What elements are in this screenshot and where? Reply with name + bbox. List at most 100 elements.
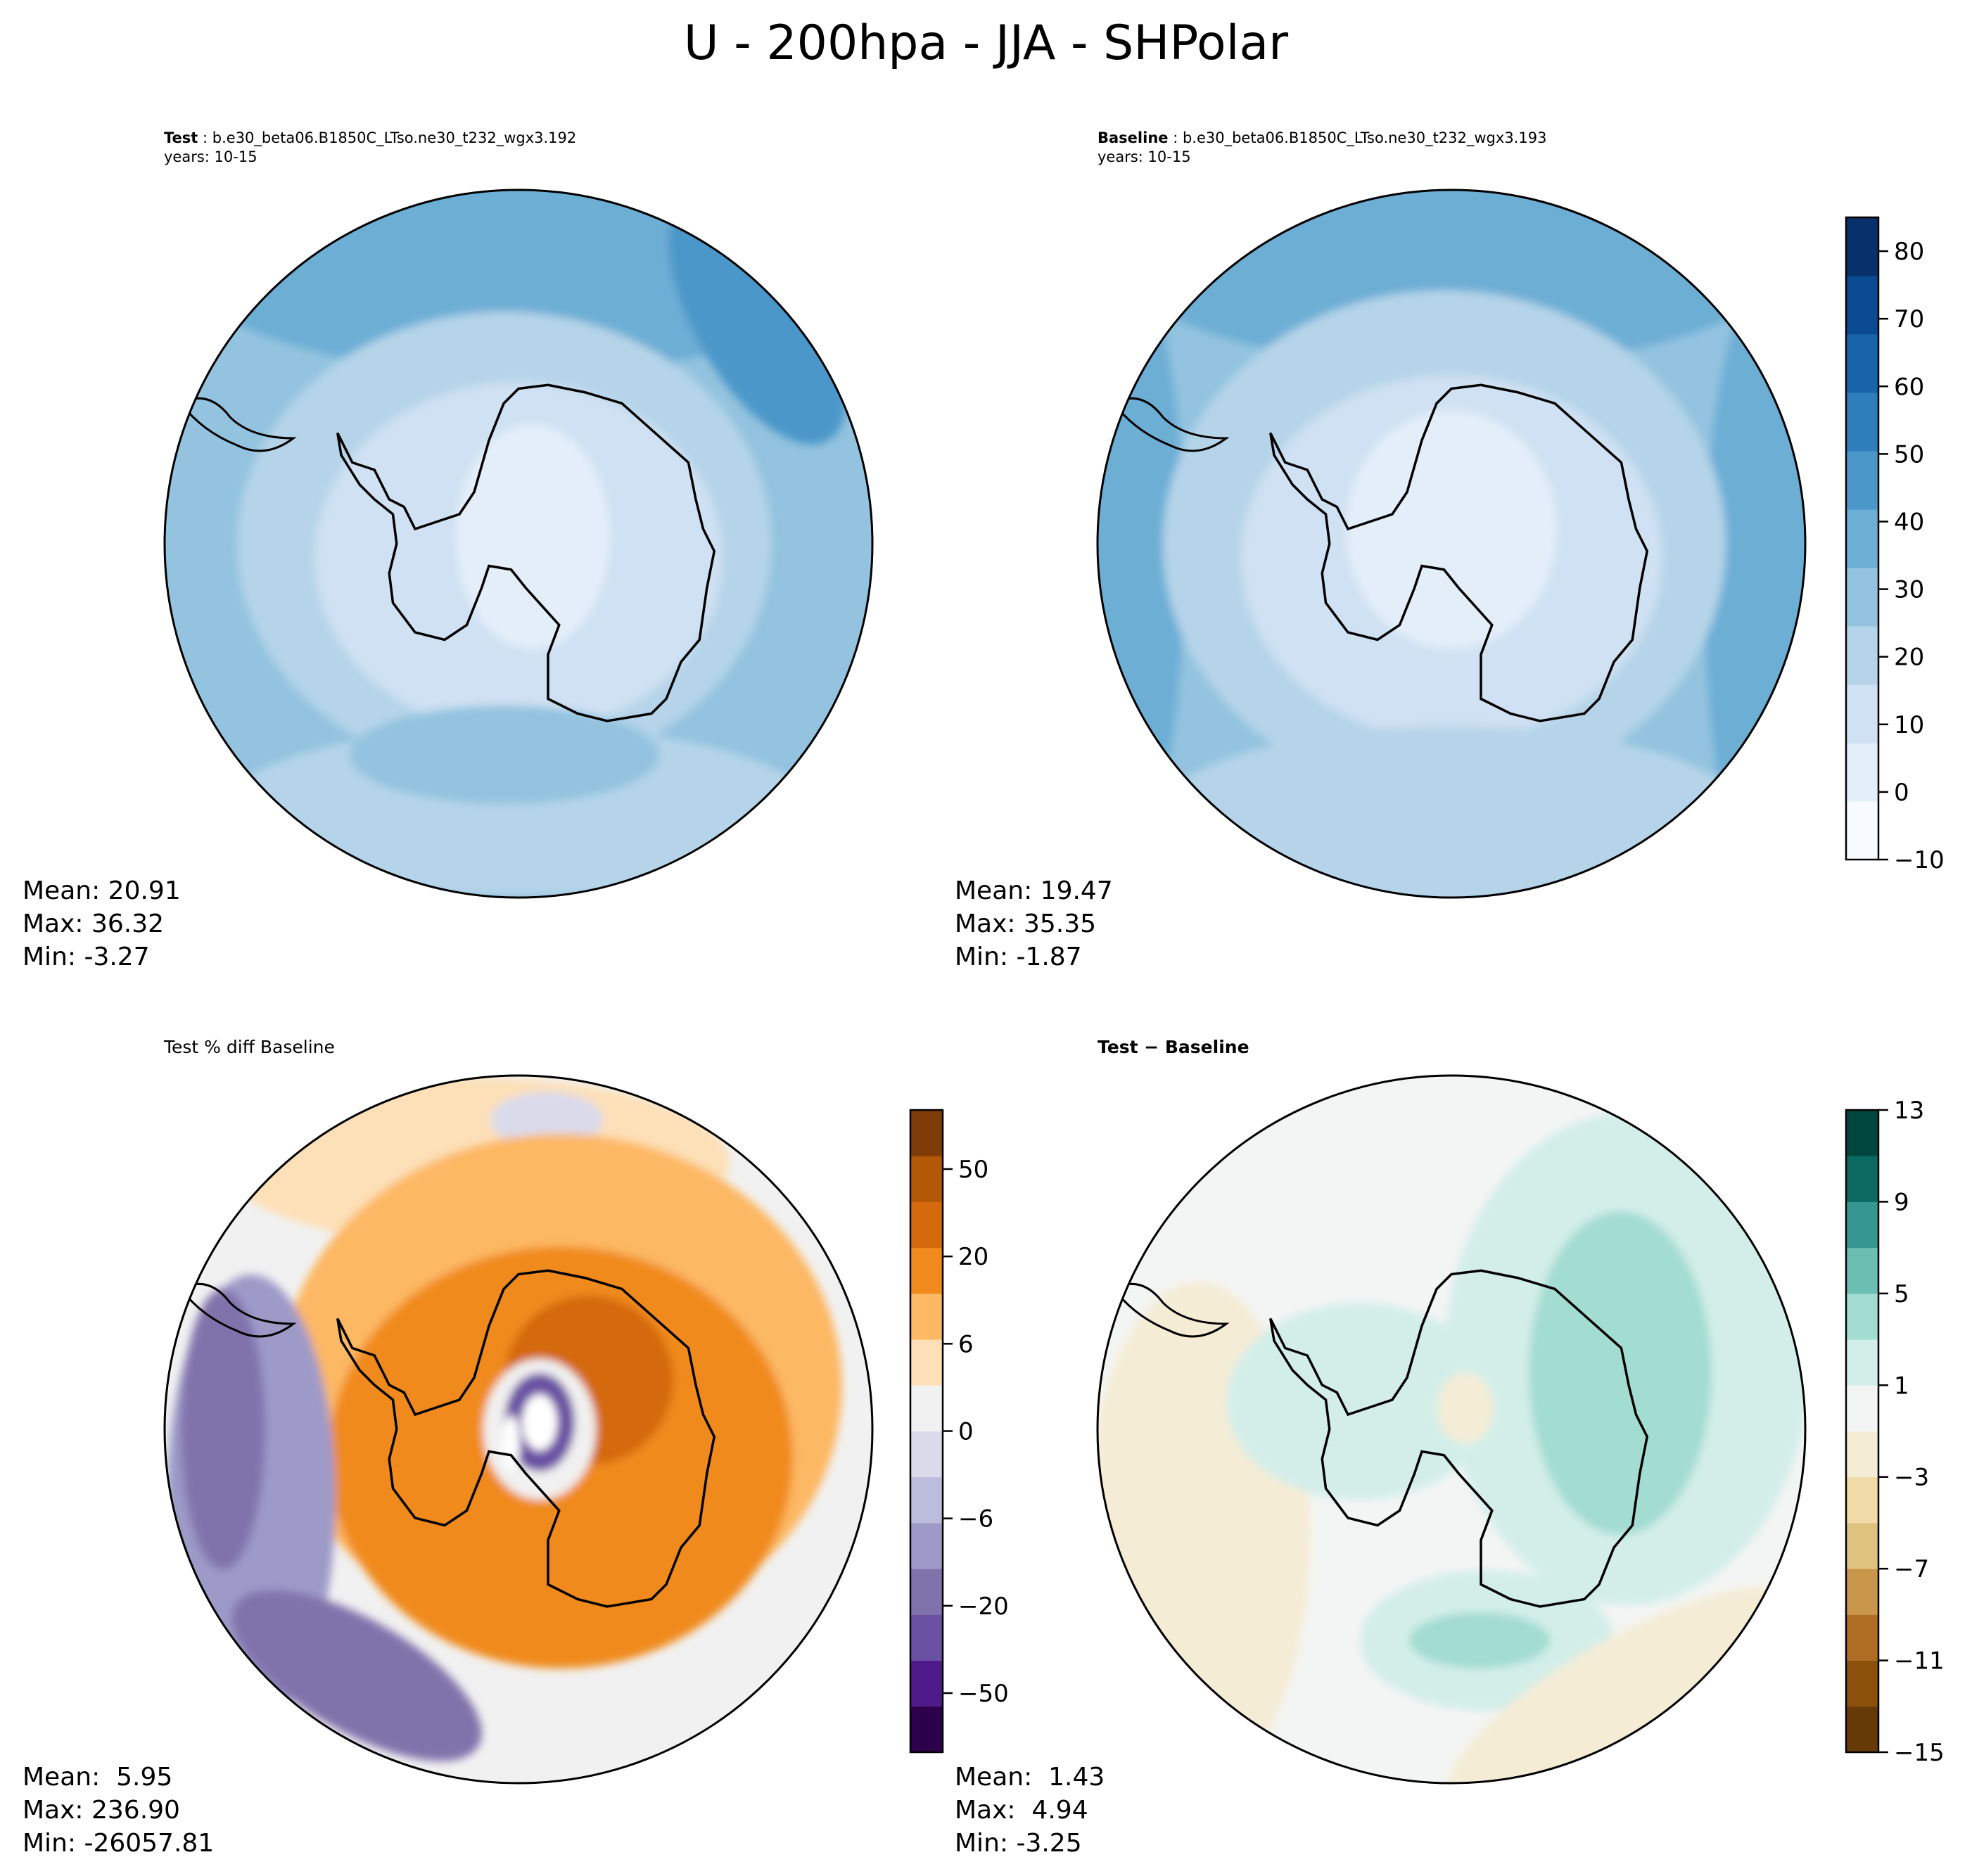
coastline-south-america	[179, 397, 297, 452]
colorbar-tick-label: 1	[1894, 1372, 1909, 1400]
diff-title: Test − Baseline	[1098, 1037, 1249, 1057]
colorbar-tick-label: −3	[1894, 1464, 1929, 1492]
colorbar-band	[1846, 684, 1878, 744]
colorbar-band	[910, 1201, 943, 1249]
baseline-subtitle: Baseline : b.e30_beta06.B1850C_LTso.ne30…	[1098, 129, 1547, 165]
contour-region	[231, 1590, 482, 1761]
test-case: b.e30_beta06.B1850C_LTso.ne30_t232_wgx3.…	[212, 129, 577, 146]
colorbar-band	[1846, 626, 1878, 685]
colorbar-band	[910, 1156, 943, 1202]
colorbar-tick-label: 20	[958, 1243, 988, 1271]
colorbar-tick-label: 50	[958, 1156, 988, 1184]
colorbar-band	[910, 1339, 943, 1386]
colorbar-band	[910, 1385, 943, 1431]
diff-stats: Mean: 1.43 Max: 4.94 Min: -3.25	[955, 1761, 1105, 1860]
stat-mean: Mean: 1.43	[955, 1763, 1105, 1792]
colorbar-band	[1846, 801, 1878, 860]
contour-group	[1098, 1113, 1805, 1783]
contour-region	[455, 424, 610, 649]
test-subtitle: Test : b.e30_beta06.B1850C_LTso.ne30_t23…	[164, 129, 577, 165]
contour-region	[1447, 1586, 1793, 1783]
colorbar-band	[1846, 1339, 1878, 1386]
contour-region	[181, 1289, 265, 1570]
contour-group	[1098, 190, 1805, 898]
baseline-years: years: 10-15	[1098, 148, 1191, 165]
stat-max: Max: 236.90	[23, 1796, 180, 1825]
colorbar-tick-label: −15	[1894, 1739, 1945, 1767]
colorbar-band	[910, 1614, 943, 1661]
colorbar-tick-label: −6	[958, 1505, 993, 1533]
map-boundary	[1096, 1074, 1807, 1785]
colorbar-band	[1846, 1156, 1878, 1202]
colorbar-tick-label: 20	[1894, 644, 1924, 672]
colorbar-band	[1846, 217, 1878, 276]
map-boundary	[1096, 189, 1807, 899]
pctdiff-stats: Mean: 5.95 Max: 236.90 Min: -26057.81	[23, 1761, 214, 1860]
colorbar-diff: −15 −11 −7 −3 1 5 9 13	[1845, 1097, 1945, 1767]
test-stats: Mean: 20.91 Max: 36.32 Min: -3.27	[23, 874, 181, 974]
coastline	[1269, 1269, 1649, 1608]
contour-region	[522, 1394, 557, 1450]
colorbar-band	[910, 1110, 943, 1156]
test-years: years: 10-15	[164, 148, 257, 165]
colorbar-band	[1846, 1201, 1878, 1249]
map-panel-pct_diff	[165, 1076, 872, 1783]
colorbar-tick-label: −20	[958, 1593, 1009, 1621]
colorbar-band	[1846, 1706, 1878, 1753]
baseline-stats: Mean: 19.47 Max: 35.35 Min: -1.87	[955, 874, 1113, 974]
stat-max: Max: 35.35	[955, 910, 1097, 938]
colorbar-tick-label: 9	[1894, 1188, 1909, 1216]
colorbar-tick-label: 5	[1894, 1280, 1909, 1308]
contour-region	[1529, 1211, 1712, 1535]
colorbar-band	[1846, 568, 1878, 627]
colorbar-pct_diff: −50 −20 −6 0 6 20 50	[909, 1109, 1009, 1754]
contour-region	[165, 298, 237, 860]
colorbar-band	[910, 1476, 943, 1524]
baseline-label: Baseline	[1098, 129, 1169, 146]
contour-region	[1098, 190, 1805, 368]
colorbar-tick-label: 13	[1894, 1097, 1924, 1125]
map-boundary	[163, 1074, 874, 1785]
stat-mean: Mean: 19.47	[955, 876, 1113, 905]
contour-region	[1409, 1612, 1550, 1668]
baseline-case: b.e30_beta06.B1850C_LTso.ne30_t232_wgx3.…	[1182, 129, 1547, 146]
colorbar-tick-label: −10	[1894, 846, 1945, 874]
colorbar-tick-label: 0	[958, 1418, 974, 1446]
contour-region	[1156, 727, 1747, 898]
colorbar-band	[910, 1706, 943, 1753]
colorbar-band	[910, 1522, 943, 1569]
colorbar-band	[910, 1431, 943, 1478]
colorbar-tick-label: −50	[958, 1680, 1009, 1708]
colorbar-band	[1846, 451, 1878, 510]
colorbar-band	[910, 1660, 943, 1707]
contour-region	[1346, 410, 1557, 649]
colorbar-band	[1846, 1522, 1878, 1569]
colorbar-band	[1846, 1110, 1878, 1156]
map-panel-baseline	[1098, 190, 1805, 898]
colorbar-band	[910, 1293, 943, 1340]
colorbar-band	[1846, 1247, 1878, 1294]
contour-region	[503, 1415, 520, 1472]
stat-max: Max: 36.32	[23, 910, 165, 938]
contour-group	[165, 190, 872, 895]
colorbar-tick-label: 60	[1894, 373, 1924, 401]
colorbar-tick-label: 70	[1894, 305, 1924, 333]
stat-min: Min: -26057.81	[23, 1829, 215, 1858]
map-panel-diff	[1098, 1076, 1805, 1783]
map-panel-test	[165, 190, 872, 898]
test-label: Test	[164, 129, 198, 146]
stat-max: Max: 4.94	[955, 1796, 1088, 1825]
coastline-south-america	[1112, 1282, 1230, 1338]
coastline	[336, 1269, 716, 1608]
coastline-south-america	[1112, 397, 1230, 452]
colorbar-band	[1846, 393, 1878, 452]
coastline	[1269, 383, 1649, 722]
colorbar-tick-label: 80	[1894, 238, 1924, 266]
pctdiff-title: Test % diff Baseline	[164, 1037, 335, 1057]
colorbar-band	[1846, 509, 1878, 568]
stat-mean: Mean: 5.95	[23, 1763, 173, 1792]
colorbar-band	[910, 1569, 943, 1615]
stat-mean: Mean: 20.91	[23, 876, 181, 905]
